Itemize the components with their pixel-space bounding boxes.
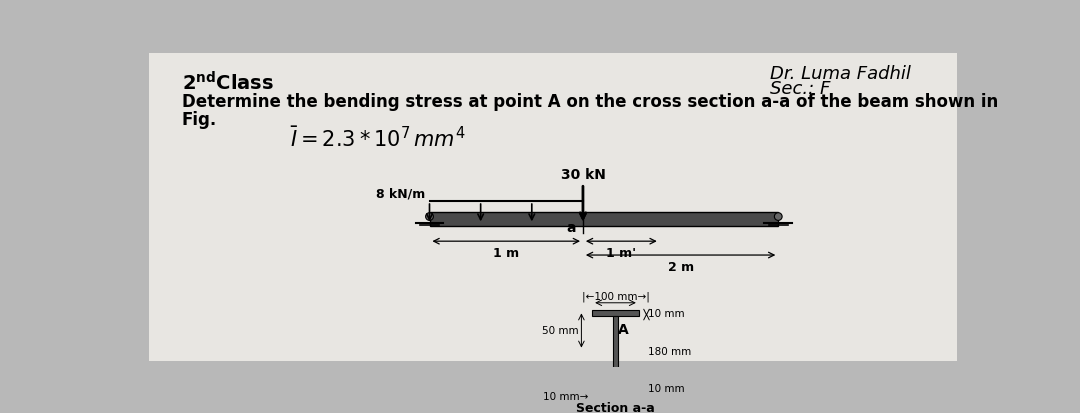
Text: Dr. Luma Fadhil: Dr. Luma Fadhil (770, 65, 912, 83)
Text: 10 mm: 10 mm (648, 309, 685, 318)
Text: 30 kN: 30 kN (561, 168, 606, 182)
Text: 180 mm: 180 mm (648, 346, 691, 356)
Text: Determine the bending stress at point A on the cross section a-a of the beam sho: Determine the bending stress at point A … (181, 93, 998, 111)
Text: Section a-a: Section a-a (576, 401, 654, 413)
Text: 10 mm: 10 mm (648, 383, 685, 393)
Bar (430, 212, 779, 226)
Text: 1 m': 1 m' (606, 246, 636, 259)
Text: a: a (567, 220, 576, 234)
Bar (592, 385, 638, 391)
Text: |←100 mm→|: |←100 mm→| (581, 291, 649, 301)
Text: 2 m: 2 m (667, 260, 693, 273)
Text: 8 kN/m: 8 kN/m (376, 187, 426, 200)
Text: 50 mm: 50 mm (542, 326, 579, 336)
Circle shape (774, 213, 782, 221)
Circle shape (426, 213, 433, 221)
Text: 1 m: 1 m (494, 246, 519, 259)
Text: 10 mm→: 10 mm→ (543, 391, 589, 401)
Text: Fig.: Fig. (181, 111, 217, 129)
Text: A: A (618, 322, 629, 336)
Bar (592, 311, 638, 316)
Text: $\mathit{\bar{I}=2.3*10^7\,mm^4}$: $\mathit{\bar{I}=2.3*10^7\,mm^4}$ (291, 126, 465, 151)
Bar (613, 316, 618, 385)
Text: Sec.: F: Sec.: F (770, 80, 831, 98)
Text: $\mathbf{2^{nd}}$$\bf{ Class}$: $\mathbf{2^{nd}}$$\bf{ Class}$ (181, 71, 273, 94)
